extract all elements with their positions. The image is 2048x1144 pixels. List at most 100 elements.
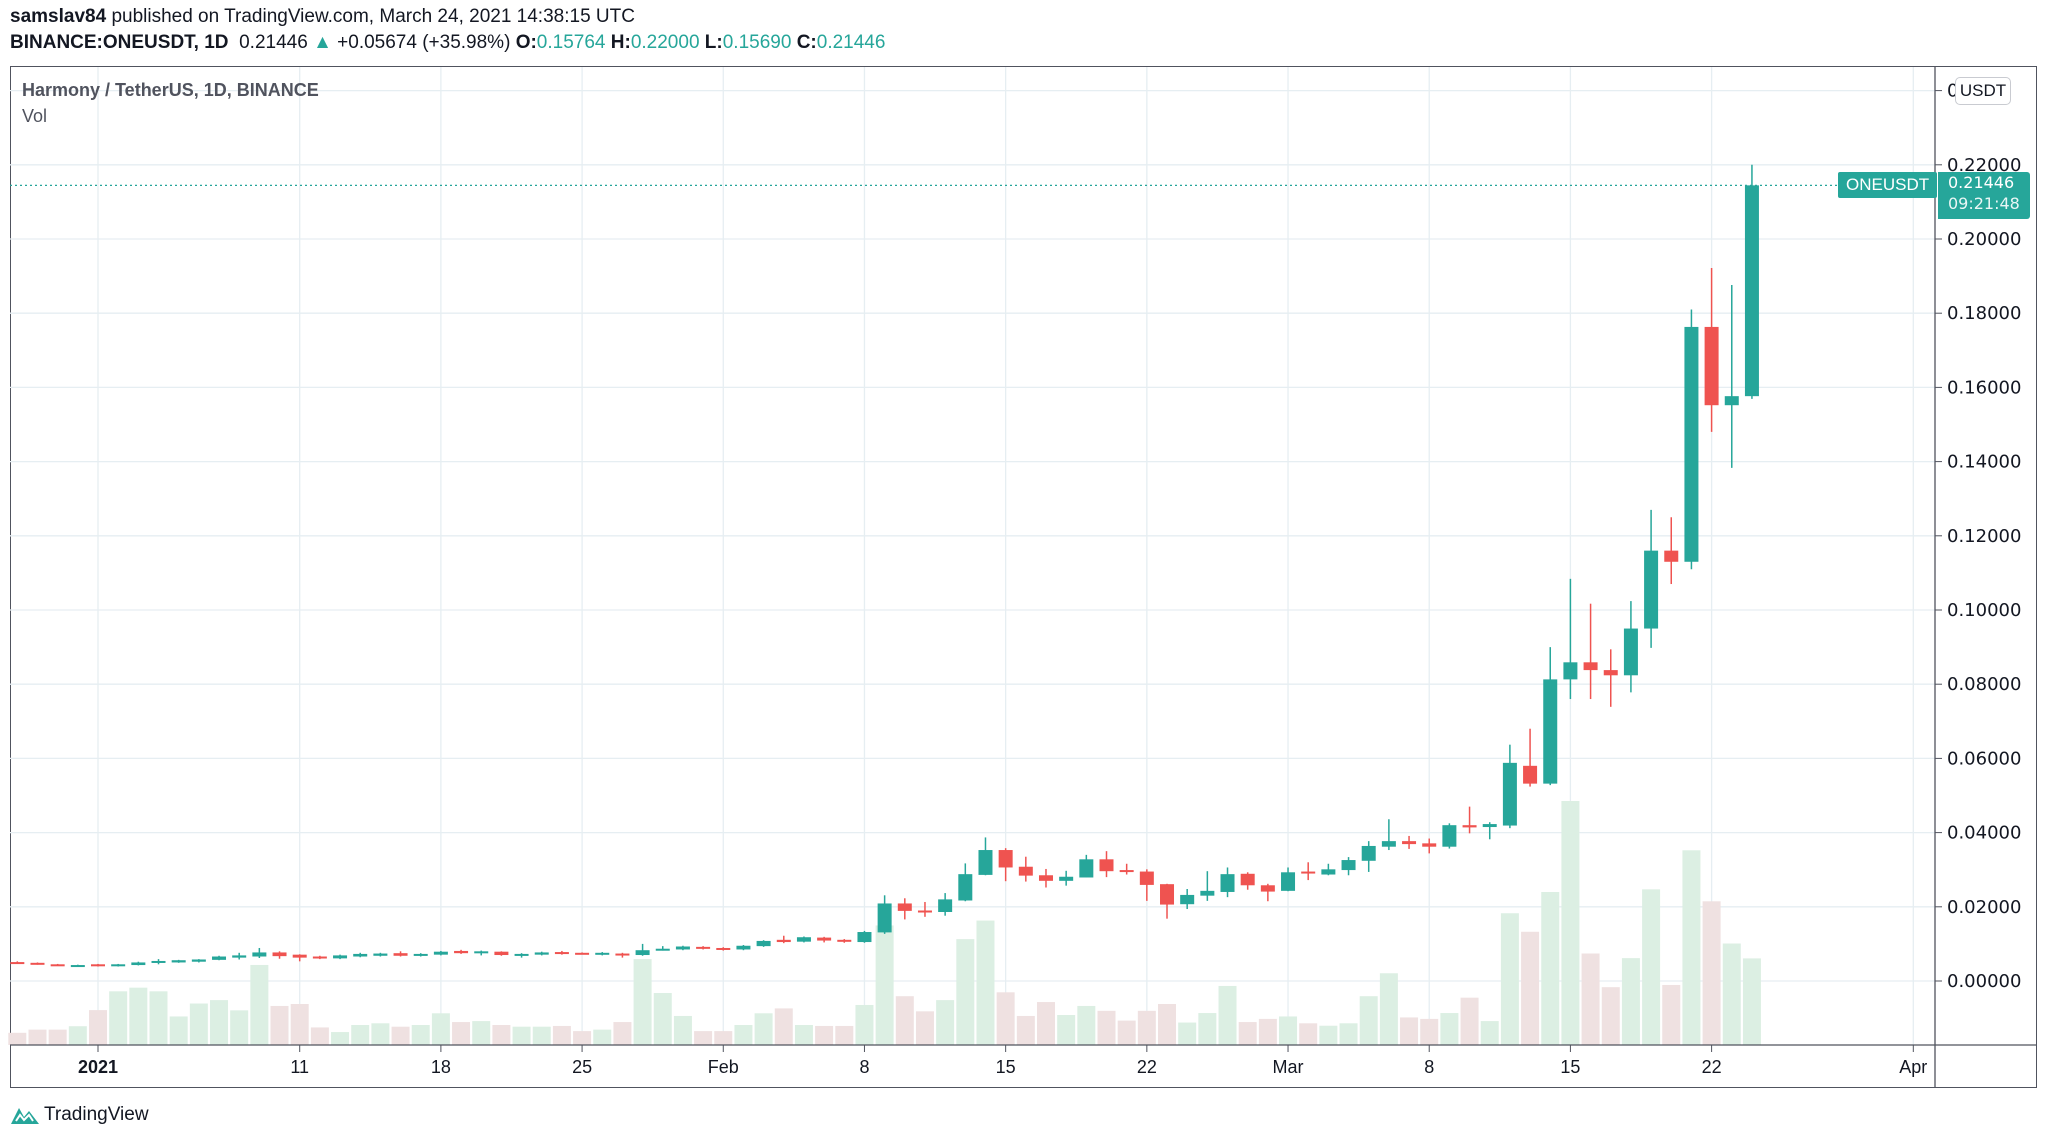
- volume-bar: [1642, 889, 1661, 1045]
- candle-body: [1018, 866, 1033, 876]
- price-tick-label: 0.10000: [1947, 600, 2021, 621]
- volume-bar: [1480, 1021, 1499, 1045]
- candle-body: [675, 946, 690, 950]
- currency-button[interactable]: USDT: [1955, 77, 2011, 105]
- volume-bar: [673, 1015, 692, 1045]
- volume-bar: [976, 920, 995, 1045]
- volume-bar: [1500, 913, 1519, 1045]
- candle-body: [50, 964, 65, 967]
- candle-body: [756, 940, 771, 947]
- candle-body: [1281, 872, 1296, 891]
- candle-body: [10, 962, 25, 965]
- candle-body: [252, 952, 267, 957]
- price-tick-label: 0.08000: [1947, 674, 2021, 695]
- volume-bar: [573, 1031, 592, 1045]
- high-label: H:: [610, 32, 631, 53]
- volume-bar: [1601, 987, 1620, 1045]
- chart-frame: [10, 66, 2037, 1088]
- close-label: C:: [796, 32, 817, 53]
- candle-body: [595, 952, 610, 955]
- price-tick-label: 0.00000: [1947, 971, 2021, 992]
- volume-bar: [794, 1024, 813, 1045]
- candle-body: [1724, 396, 1739, 406]
- volume-bar: [653, 993, 672, 1045]
- candle-body: [454, 950, 469, 954]
- volume-bar: [1097, 1010, 1116, 1045]
- volume-bar: [68, 1026, 87, 1045]
- volume-bar: [492, 1024, 511, 1045]
- candle-body: [1644, 550, 1659, 629]
- candle-body: [1623, 628, 1638, 676]
- tradingview-logo[interactable]: TradingView: [10, 1104, 149, 1126]
- candle-body: [413, 953, 428, 956]
- volume-bar: [1057, 1014, 1076, 1045]
- candle-body: [1220, 874, 1235, 892]
- date-tick-label: 8: [859, 1057, 869, 1077]
- date-tick-label: 15: [1560, 1057, 1580, 1077]
- open-label: O:: [515, 32, 537, 53]
- bar-countdown: 09:21:48: [1948, 194, 2020, 213]
- price-change: +0.05674 (+35.98%): [337, 32, 511, 53]
- high-value: 0.22000: [630, 32, 700, 53]
- price-tick-label: 0.16000: [1947, 377, 2021, 398]
- author-name[interactable]: samslav84: [10, 6, 107, 27]
- candle-body: [776, 939, 791, 943]
- volume-bar: [109, 991, 128, 1045]
- candle-body: [30, 962, 45, 965]
- candle-body: [1240, 873, 1255, 886]
- candle-body: [534, 952, 549, 955]
- date-tick-label: 2021: [78, 1057, 118, 1077]
- volume-bar: [1682, 850, 1701, 1045]
- candle-body: [1744, 185, 1759, 397]
- volume-bar: [915, 1011, 934, 1045]
- volume-bar: [754, 1013, 773, 1045]
- volume-bar: [351, 1024, 370, 1045]
- price-tick-label: 0.14000: [1947, 452, 2021, 473]
- candle-body: [151, 960, 166, 963]
- candle-body: [393, 953, 408, 956]
- candle-body: [1139, 871, 1154, 885]
- candle-body: [1442, 825, 1457, 847]
- volume-bar: [250, 964, 269, 1045]
- volume-bar: [48, 1029, 67, 1045]
- candle-body: [433, 951, 448, 955]
- candle-body: [212, 956, 227, 960]
- volume-bar: [1702, 901, 1721, 1045]
- volume-bar: [1662, 984, 1681, 1045]
- volume-bar: [28, 1029, 47, 1045]
- candle-body: [1059, 876, 1074, 881]
- volume-bar: [1319, 1025, 1338, 1045]
- volume-bar: [89, 1010, 107, 1045]
- candle-body: [191, 959, 206, 962]
- price-tick-label: 0.06000: [1947, 748, 2021, 769]
- volume-bar: [1279, 1016, 1298, 1045]
- candle-body: [1422, 843, 1437, 847]
- volume-bar: [1400, 1017, 1419, 1045]
- candle-body: [1523, 765, 1538, 784]
- volume-bar: [210, 1000, 229, 1045]
- candle-body: [837, 939, 852, 942]
- candle-body: [1341, 860, 1356, 871]
- volume-bar: [875, 925, 894, 1045]
- volume-bar: [593, 1029, 612, 1045]
- candle-body: [1301, 871, 1316, 874]
- volume-bar: [1299, 1023, 1318, 1045]
- date-tick-label: 8: [1424, 1057, 1434, 1077]
- volume-bar: [1742, 958, 1761, 1045]
- volume-bar: [774, 1008, 793, 1045]
- date-tick-label: Mar: [1273, 1057, 1304, 1077]
- candle-body: [353, 953, 368, 957]
- volume-bar: [189, 1003, 208, 1045]
- price-tick-label: 0.22000: [1947, 155, 2021, 176]
- volume-bar: [472, 1021, 491, 1045]
- volume-bar: [552, 1025, 571, 1045]
- candle-body: [70, 965, 85, 968]
- low-value: 0.15690: [722, 32, 792, 53]
- price-tick-label: 0.18000: [1947, 303, 2021, 324]
- volume-bar: [1420, 1018, 1439, 1045]
- volume-bar: [310, 1027, 329, 1045]
- candle-body: [1603, 670, 1618, 676]
- volume-bar: [1581, 953, 1600, 1045]
- volume-bar: [855, 1004, 874, 1045]
